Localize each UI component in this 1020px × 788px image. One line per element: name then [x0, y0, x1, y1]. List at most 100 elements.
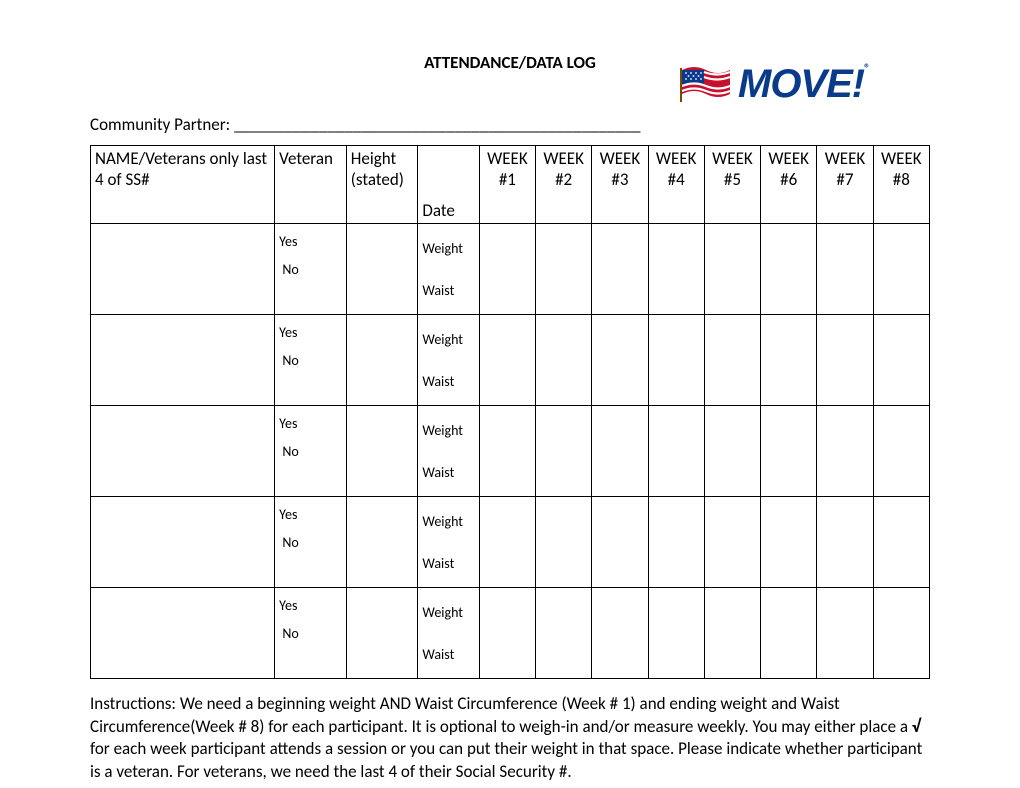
cell-height[interactable]	[346, 224, 418, 315]
opt-no: No	[279, 347, 342, 375]
table-row: Yes No WeightWaist	[91, 406, 930, 497]
cell-week[interactable]	[704, 224, 760, 315]
instructions-suffix: for each week participant attends a sess…	[90, 738, 922, 781]
cell-height[interactable]	[346, 406, 418, 497]
opt-no: No	[279, 256, 342, 284]
col-week-7: WEEK #7	[817, 146, 873, 224]
cell-week[interactable]	[479, 315, 535, 406]
cell-week[interactable]	[704, 497, 760, 588]
flag-icon	[680, 66, 732, 102]
label-weight: Weight	[422, 410, 474, 452]
cell-veteran[interactable]: Yes No	[275, 588, 347, 679]
cell-week[interactable]	[873, 497, 929, 588]
cell-measure-labels: WeightWaist	[418, 588, 479, 679]
cell-measure-labels: WeightWaist	[418, 224, 479, 315]
cell-name[interactable]	[91, 588, 275, 679]
header-row: ATTENDANCE/DATA LOG MOVE! ®	[90, 50, 930, 110]
col-name: NAME/Veterans only last 4 of SS#	[91, 146, 275, 224]
cell-week[interactable]	[873, 315, 929, 406]
opt-yes: Yes	[279, 592, 342, 620]
cell-veteran[interactable]: Yes No	[275, 497, 347, 588]
cell-week[interactable]	[817, 224, 873, 315]
attendance-table: NAME/Veterans only last 4 of SS# Veteran…	[90, 145, 930, 679]
cell-name[interactable]	[91, 406, 275, 497]
col-height: Height (stated)	[346, 146, 418, 224]
cell-week[interactable]	[873, 224, 929, 315]
label-waist: Waist	[422, 452, 474, 494]
cell-week[interactable]	[536, 315, 592, 406]
instructions-text: Instructions: We need a beginning weight…	[90, 693, 930, 783]
cell-week[interactable]	[704, 588, 760, 679]
opt-yes: Yes	[279, 410, 342, 438]
col-week-6: WEEK #6	[761, 146, 817, 224]
opt-no: No	[279, 529, 342, 557]
cell-week[interactable]	[817, 315, 873, 406]
cell-week[interactable]	[592, 497, 648, 588]
label-waist: Waist	[422, 543, 474, 585]
page: ATTENDANCE/DATA LOG MOVE! ® Community P	[0, 0, 1020, 788]
col-week-4: WEEK #4	[648, 146, 704, 224]
label-waist: Waist	[422, 634, 474, 676]
cell-week[interactable]	[873, 588, 929, 679]
cell-week[interactable]	[817, 497, 873, 588]
cell-height[interactable]	[346, 497, 418, 588]
logo-registered: ®	[864, 62, 870, 76]
cell-week[interactable]	[648, 224, 704, 315]
cell-week[interactable]	[536, 224, 592, 315]
cell-week[interactable]	[536, 588, 592, 679]
cell-week[interactable]	[761, 315, 817, 406]
table-row: Yes No WeightWaist	[91, 588, 930, 679]
cell-week[interactable]	[592, 224, 648, 315]
label-waist: Waist	[422, 270, 474, 312]
cell-week[interactable]	[479, 497, 535, 588]
cell-week[interactable]	[648, 406, 704, 497]
cell-height[interactable]	[346, 588, 418, 679]
cell-week[interactable]	[648, 497, 704, 588]
col-week-2: WEEK #2	[536, 146, 592, 224]
cell-week[interactable]	[592, 315, 648, 406]
opt-yes: Yes	[279, 501, 342, 529]
cell-height[interactable]	[346, 315, 418, 406]
table-row: Yes No WeightWaist	[91, 497, 930, 588]
partner-blank-line: ________________________________________…	[234, 114, 640, 135]
cell-week[interactable]	[479, 224, 535, 315]
cell-week[interactable]	[648, 588, 704, 679]
col-week-5: WEEK #5	[704, 146, 760, 224]
cell-measure-labels: WeightWaist	[418, 315, 479, 406]
opt-yes: Yes	[279, 228, 342, 256]
cell-name[interactable]	[91, 315, 275, 406]
cell-week[interactable]	[704, 406, 760, 497]
cell-week[interactable]	[817, 588, 873, 679]
table-header-row: NAME/Veterans only last 4 of SS# Veteran…	[91, 146, 930, 224]
cell-week[interactable]	[761, 224, 817, 315]
cell-week[interactable]	[817, 406, 873, 497]
checkmark-symbol: √	[912, 715, 921, 737]
opt-no: No	[279, 620, 342, 648]
cell-week[interactable]	[536, 406, 592, 497]
opt-no: No	[279, 438, 342, 466]
col-date: Date	[418, 146, 479, 224]
cell-name[interactable]	[91, 224, 275, 315]
cell-veteran[interactable]: Yes No	[275, 224, 347, 315]
label-weight: Weight	[422, 228, 474, 270]
cell-name[interactable]	[91, 497, 275, 588]
cell-measure-labels: WeightWaist	[418, 497, 479, 588]
partner-label: Community Partner:	[90, 114, 230, 135]
cell-week[interactable]	[761, 406, 817, 497]
cell-week[interactable]	[761, 588, 817, 679]
cell-week[interactable]	[592, 406, 648, 497]
cell-veteran[interactable]: Yes No	[275, 315, 347, 406]
cell-week[interactable]	[648, 315, 704, 406]
cell-week[interactable]	[479, 588, 535, 679]
logo-text: MOVE!	[738, 64, 864, 104]
cell-week[interactable]	[704, 315, 760, 406]
cell-week[interactable]	[873, 406, 929, 497]
cell-week[interactable]	[761, 497, 817, 588]
cell-veteran[interactable]: Yes No	[275, 406, 347, 497]
cell-week[interactable]	[536, 497, 592, 588]
cell-week[interactable]	[479, 406, 535, 497]
cell-week[interactable]	[592, 588, 648, 679]
instructions-prefix: Instructions: We need a beginning weight…	[90, 693, 912, 737]
opt-yes: Yes	[279, 319, 342, 347]
cell-measure-labels: WeightWaist	[418, 406, 479, 497]
